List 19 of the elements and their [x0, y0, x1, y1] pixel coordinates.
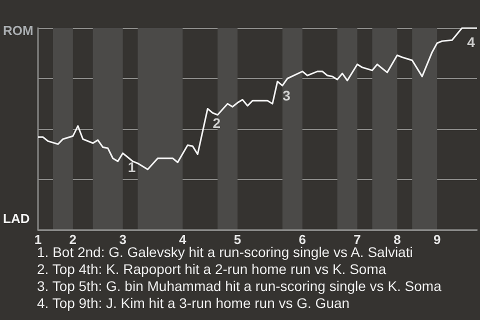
text: LAD — [3, 211, 30, 226]
x-tick-label: 8 — [394, 232, 401, 247]
x-tick-label: 4 — [179, 232, 188, 247]
annotation: 3 — [282, 88, 291, 104]
x-tick-label: 9 — [433, 232, 441, 247]
x-tick-label: 5 — [234, 232, 242, 247]
text: 2. Top 4th: K. Rapoport hit a 2-run home run vs K. Soma — [37, 261, 386, 277]
x-tick-label: 6 — [298, 232, 306, 247]
text: ROM — [3, 23, 34, 38]
x-tick-label: 7 — [354, 232, 361, 247]
text: 4. Top 9th: J. Kim hit a 3-run home run vs G. Guan — [37, 295, 350, 311]
annotation: 1 — [128, 159, 136, 176]
text: 3. Top 5th: G. bin Muhammad hit a run-scoring single vs K. Soma — [37, 278, 442, 294]
text: 1. Bot 2nd: G. Galevsky hit a run-scoring single vs A. Salviati — [37, 244, 413, 260]
x-tick-label: 2 — [69, 232, 77, 247]
annotation: 2 — [212, 114, 221, 131]
x-tick-label: 1 — [34, 232, 42, 247]
annotation: 4 — [467, 34, 476, 50]
x-tick-label: 3 — [119, 232, 126, 247]
